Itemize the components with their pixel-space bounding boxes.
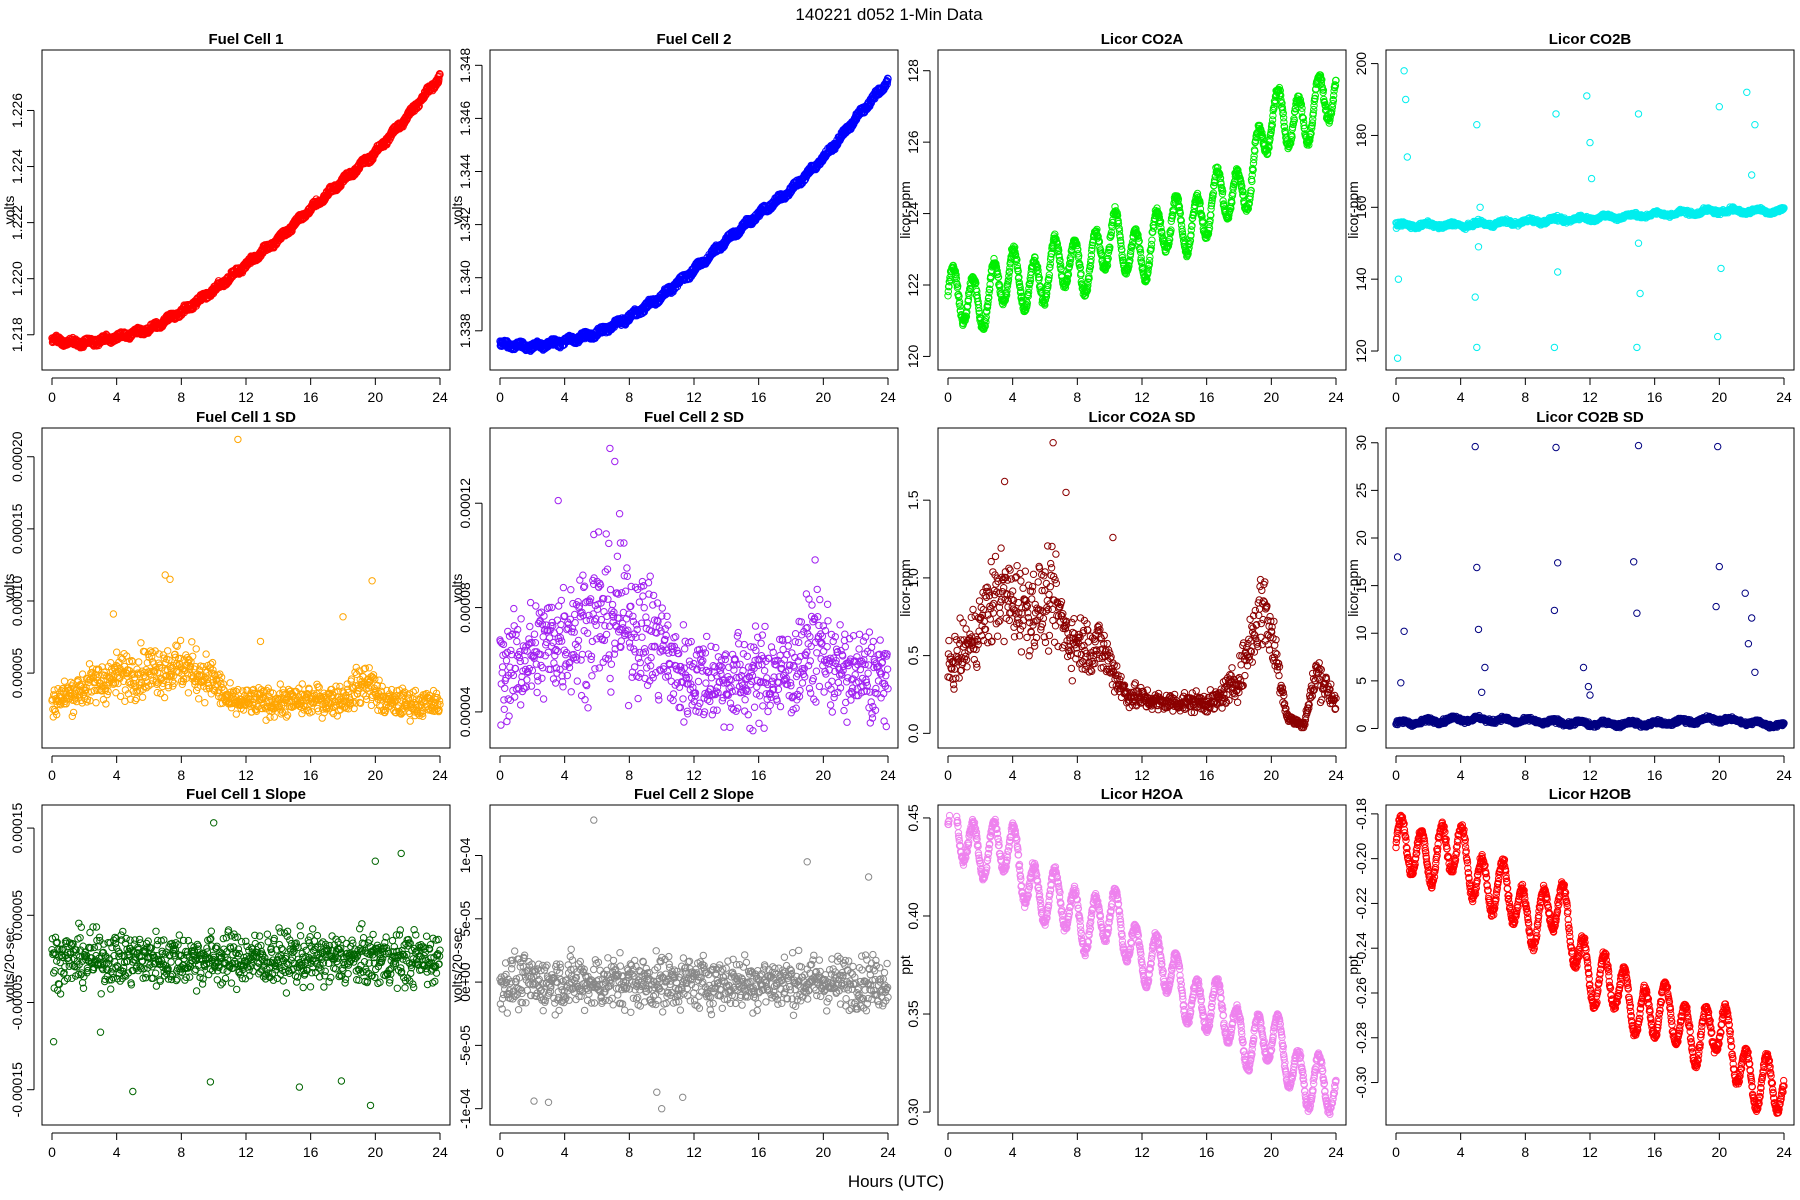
panel-title: Fuel Cell 1 (208, 31, 283, 48)
panel-title: Fuel Cell 2 (656, 31, 731, 48)
x-tick-label: 20 (816, 389, 832, 405)
data-points (1392, 67, 1788, 362)
x-tick-label: 4 (113, 389, 121, 405)
x-axis: 0 4 8 12 16 20 24 (496, 377, 896, 405)
y-tick-label: 124 (905, 202, 921, 226)
x-tick-label: 8 (625, 389, 633, 405)
y-tick-label: 120 (905, 345, 921, 369)
y-tick-label: 1.348 (457, 48, 473, 83)
x-tick-label: 4 (1009, 389, 1017, 405)
panel-title: Licor CO2A (1101, 31, 1184, 48)
x-tick-label: 24 (432, 389, 448, 405)
x-tick-label: 12 (1134, 389, 1150, 405)
data-points (496, 74, 892, 355)
y-tick-label: 128 (905, 59, 921, 83)
data-point (1166, 235, 1174, 244)
data-points (944, 71, 1340, 333)
x-tick-label: 16 (751, 389, 767, 405)
y-tick-label: 1.224 (9, 149, 25, 184)
y-tick-label: 1.220 (9, 261, 25, 296)
plot-frame (489, 49, 899, 371)
x-tick-label: 8 (177, 389, 185, 405)
panel-title: Licor CO2B (1549, 31, 1632, 48)
x-tick-label: 24 (880, 389, 896, 405)
y-axis: 120 122 124 126 128 (905, 59, 931, 369)
y-tick-label: 1.222 (9, 205, 25, 240)
y-tick-label: 1.338 (457, 313, 473, 348)
x-tick-label: 16 (303, 389, 319, 405)
y-tick-label: 1.346 (457, 101, 473, 136)
x-axis: 0 4 8 12 16 20 24 (48, 377, 448, 405)
x-tick-label: 8 (1073, 389, 1081, 405)
y-axis-label: volts (1, 196, 17, 225)
x-tick-label: 20 (1264, 389, 1280, 405)
x-tick-label: 16 (1199, 389, 1215, 405)
x-tick-label: 4 (561, 389, 569, 405)
x-tick-label: 0 (944, 389, 952, 405)
x-tick-label: 0 (496, 389, 504, 405)
y-axis: 1.218 1.220 1.222 1.224 1.226 (9, 93, 35, 352)
x-tick-label: 0 (48, 389, 56, 405)
plot-frame (41, 49, 451, 371)
plot-frame (937, 49, 1347, 371)
y-tick-label: 1.340 (457, 260, 473, 295)
x-tick-label: 12 (238, 389, 254, 405)
x-tick-label: 12 (686, 389, 702, 405)
x-axis: 0 4 8 12 16 20 24 (944, 377, 1344, 405)
x-tick-label: 24 (1328, 389, 1344, 405)
y-tick-label: 1.342 (457, 207, 473, 242)
y-tick-label: 1.226 (9, 93, 25, 128)
x-tick-label: 20 (368, 389, 384, 405)
data-point (1148, 236, 1156, 244)
y-tick-label: 122 (905, 273, 921, 297)
data-points (48, 70, 444, 352)
y-tick-label: 1.344 (457, 154, 473, 189)
figure-title: 140221 d052 1-Min Data (795, 5, 983, 24)
figure-xlabel: Hours (UTC) (848, 1172, 944, 1191)
y-tick-label: 126 (905, 130, 921, 154)
y-tick-label: 1.218 (9, 317, 25, 352)
